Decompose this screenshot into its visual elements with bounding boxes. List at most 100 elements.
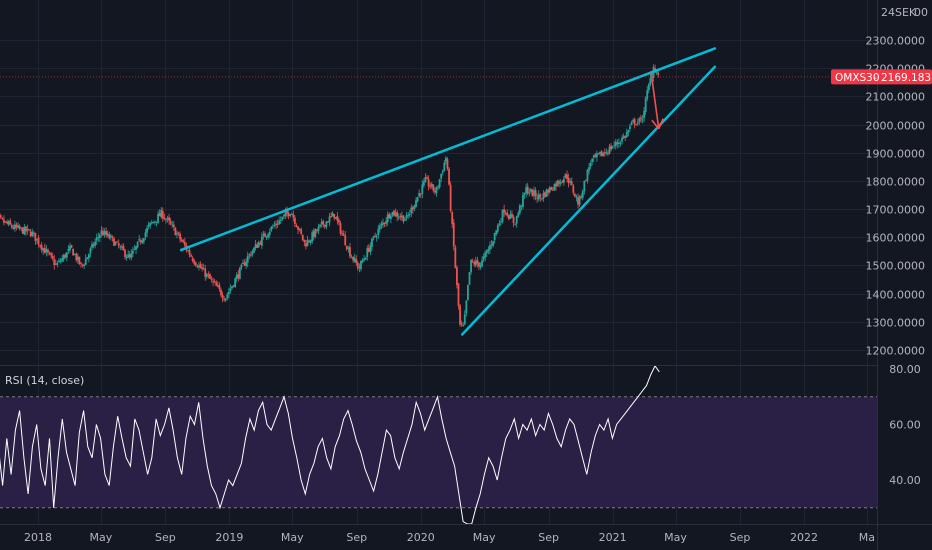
candle-body bbox=[361, 260, 364, 263]
candle-body bbox=[364, 257, 367, 260]
rsi-band bbox=[0, 396, 877, 508]
candle-body bbox=[391, 211, 394, 216]
time-tick-label: 2020 bbox=[407, 531, 435, 544]
rsi-axis[interactable]: 80.00 60.00 40.00 bbox=[889, 363, 921, 487]
candle-body bbox=[311, 232, 314, 242]
lower-trendline[interactable] bbox=[460, 65, 717, 336]
candle-body bbox=[559, 182, 562, 184]
candle-body bbox=[28, 229, 30, 231]
candle-body bbox=[405, 215, 408, 219]
candle-body bbox=[536, 197, 539, 199]
candle-body bbox=[352, 256, 355, 261]
upper-trendline[interactable] bbox=[179, 47, 717, 252]
candle-body bbox=[3, 219, 5, 223]
candle-body bbox=[618, 142, 620, 145]
candle-body bbox=[160, 209, 163, 218]
rsi-line bbox=[0, 365, 660, 525]
candle-body bbox=[372, 236, 375, 239]
candle-body bbox=[319, 224, 321, 227]
candle-body bbox=[154, 221, 156, 223]
last-price-value: 2169.1833 bbox=[881, 72, 932, 84]
candle-body bbox=[179, 233, 181, 240]
candle-body bbox=[14, 224, 16, 229]
candle-body bbox=[646, 90, 649, 99]
candle-body bbox=[91, 244, 93, 248]
candle-body bbox=[130, 253, 133, 259]
candle-body bbox=[635, 124, 638, 126]
candle-body bbox=[300, 229, 303, 234]
candle-body bbox=[520, 205, 523, 207]
candle-body bbox=[105, 231, 108, 236]
candle-body bbox=[331, 212, 334, 217]
candle-body bbox=[50, 253, 53, 256]
candle-body bbox=[303, 239, 306, 243]
candle-body bbox=[518, 205, 521, 214]
candle-body bbox=[168, 217, 170, 221]
candle-body bbox=[248, 254, 251, 256]
candle-body bbox=[98, 234, 101, 239]
candle-body bbox=[193, 260, 196, 264]
candle-body bbox=[643, 110, 645, 119]
candle-body bbox=[433, 190, 436, 193]
candle-body bbox=[408, 214, 411, 216]
candle-body bbox=[621, 137, 623, 142]
candle-body bbox=[264, 233, 266, 237]
candle-body bbox=[526, 186, 529, 194]
candle-body bbox=[377, 228, 380, 236]
candle-body bbox=[382, 222, 384, 225]
currency-label: SEK bbox=[895, 6, 917, 19]
candle-body bbox=[448, 168, 450, 185]
candle-body bbox=[297, 226, 299, 230]
drawing-arrow[interactable] bbox=[650, 70, 664, 130]
trendlines[interactable] bbox=[179, 47, 717, 336]
arrow-shaft[interactable] bbox=[650, 70, 660, 129]
candle-body bbox=[212, 280, 215, 282]
candle-body bbox=[415, 200, 417, 208]
candle-body bbox=[94, 241, 97, 246]
candle-body bbox=[39, 245, 41, 247]
arrow-head[interactable] bbox=[651, 119, 660, 130]
candle-body bbox=[422, 181, 425, 186]
candle-body bbox=[174, 227, 177, 236]
candle-body bbox=[410, 207, 413, 214]
rsi-series bbox=[0, 365, 660, 525]
candle-body bbox=[143, 238, 145, 242]
candle-body bbox=[172, 224, 175, 228]
candle-body bbox=[95, 237, 98, 241]
candle-body bbox=[474, 260, 477, 266]
candle-body bbox=[566, 174, 568, 180]
candle-body bbox=[17, 225, 19, 228]
candle-body bbox=[166, 218, 169, 220]
candle-body bbox=[655, 71, 658, 73]
time-tick-label: Sep bbox=[155, 531, 176, 544]
candle-body bbox=[581, 190, 584, 198]
candle-body bbox=[314, 229, 317, 237]
candle-body bbox=[124, 249, 126, 258]
price-tick-label: 1400.0000 bbox=[866, 289, 926, 302]
candle-body bbox=[355, 259, 358, 264]
candle-body bbox=[570, 181, 573, 185]
candle-body bbox=[138, 239, 141, 241]
candle-body bbox=[611, 147, 614, 149]
candle-body bbox=[599, 151, 601, 155]
candle-body bbox=[562, 178, 565, 183]
candle-body bbox=[199, 264, 202, 269]
candle-body bbox=[378, 225, 381, 230]
candle-body bbox=[116, 241, 119, 243]
candle-body bbox=[569, 181, 572, 183]
candle-body bbox=[610, 145, 612, 150]
price-axis[interactable]: 1200.0000 1300.0000 1400.0000 1500.0000 1600… bbox=[866, 35, 926, 358]
candle-body bbox=[347, 247, 350, 249]
candle-body bbox=[451, 211, 454, 224]
candle-body bbox=[26, 228, 29, 231]
price-tick-label: 1900.0000 bbox=[866, 148, 926, 161]
time-axis[interactable]: 2018 May Sep 2019 May Sep 2020 May Sep 2021 May Sep… bbox=[24, 531, 875, 544]
time-tick-label: May bbox=[664, 531, 687, 544]
price-tick-label: 1700.0000 bbox=[866, 204, 926, 217]
candle-body bbox=[478, 262, 480, 267]
candle-body bbox=[59, 261, 62, 263]
candle-body bbox=[515, 215, 518, 224]
candle-body bbox=[308, 240, 310, 242]
arrow-head[interactable] bbox=[658, 118, 664, 130]
